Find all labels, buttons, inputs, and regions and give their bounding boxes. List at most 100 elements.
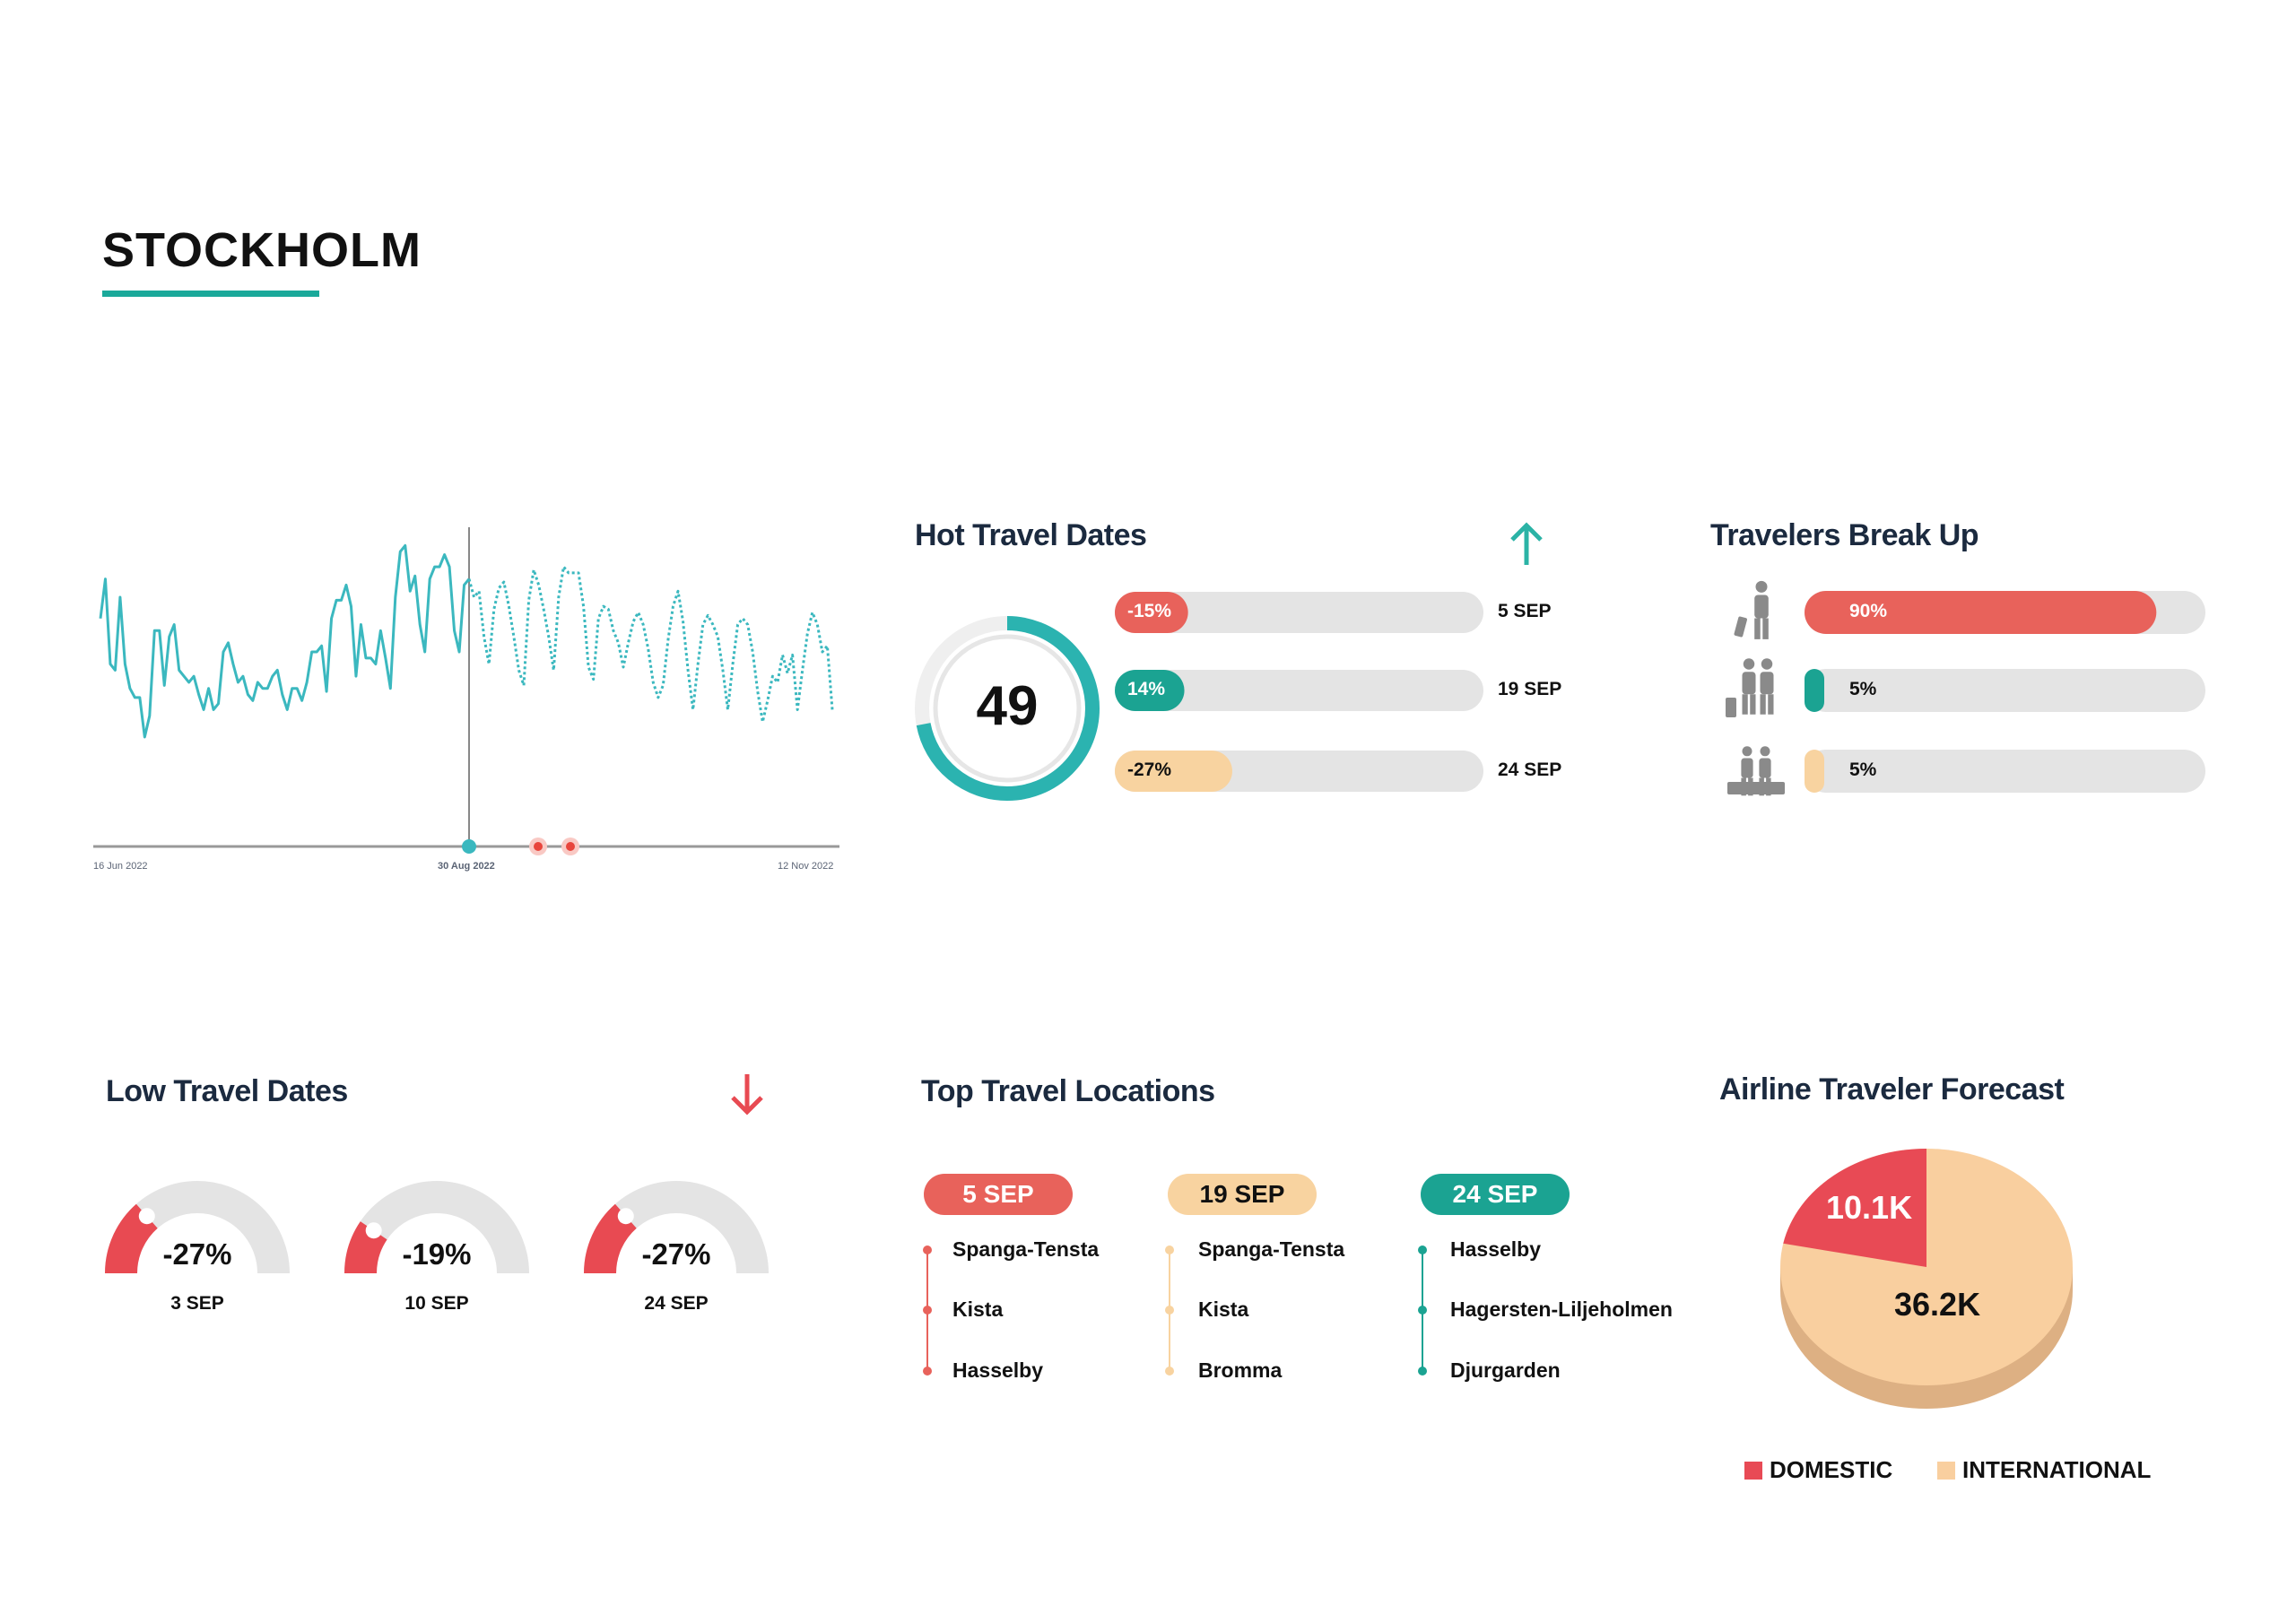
family-traveler-icon bbox=[1727, 782, 1785, 794]
gauge-date: 3 SEP bbox=[170, 1293, 224, 1314]
location-item: Bromma bbox=[1198, 1358, 1283, 1382]
gauge-date: 10 SEP bbox=[404, 1293, 469, 1314]
location-dot bbox=[1165, 1306, 1174, 1315]
suitcase bbox=[1726, 698, 1736, 717]
hot-bar-date: 24 SEP bbox=[1498, 759, 1562, 780]
gauge-knob bbox=[617, 1208, 634, 1225]
hot-bar-track bbox=[1115, 592, 1483, 633]
hot-bar-date: 19 SEP bbox=[1498, 679, 1562, 699]
title-underline bbox=[102, 291, 319, 297]
traveler-bar-track bbox=[1805, 750, 2205, 793]
person-head bbox=[1761, 658, 1773, 670]
legend-label-domestic: DOMESTIC bbox=[1770, 1456, 1893, 1483]
location-dot bbox=[1165, 1245, 1174, 1254]
person-head bbox=[1742, 746, 1752, 757]
pie-slice-domestic bbox=[1783, 1149, 1926, 1267]
travelers-break-up-title: Travelers Break Up bbox=[1710, 518, 1979, 552]
location-item: Kista bbox=[1198, 1298, 1249, 1321]
date-pill[interactable]: 5 SEP bbox=[924, 1174, 1073, 1215]
traveler-bar-fill bbox=[1805, 750, 1824, 793]
event-marker-dot bbox=[534, 842, 543, 851]
hot-travel-dates-title: Hot Travel Dates bbox=[915, 518, 1147, 552]
x-tick-label-start: 16 Jun 2022 bbox=[93, 861, 148, 872]
location-dot bbox=[1418, 1245, 1427, 1254]
forecast-series-line bbox=[467, 565, 834, 724]
traveler-bar-percent: 90% bbox=[1849, 601, 1888, 621]
person-figure bbox=[1760, 658, 1774, 715]
gauge-date: 24 SEP bbox=[644, 1293, 709, 1314]
ring-progress bbox=[915, 616, 1100, 801]
traveler-bar-fill bbox=[1805, 669, 1824, 712]
arrow-up-icon bbox=[1510, 522, 1543, 565]
hot-bar-percent: 14% bbox=[1127, 679, 1166, 699]
page-title: STOCKHOLM bbox=[102, 223, 422, 277]
date-pill[interactable]: 24 SEP bbox=[1421, 1174, 1570, 1215]
arrow-down-icon bbox=[731, 1074, 763, 1115]
hot-bar-fill bbox=[1115, 592, 1188, 633]
pie-label-international: 36.2K bbox=[1894, 1286, 1981, 1323]
person-body bbox=[1760, 672, 1774, 695]
location-item: Spanga-Tensta bbox=[952, 1237, 1100, 1261]
person-leg bbox=[1759, 777, 1764, 796]
ring-inner bbox=[933, 634, 1082, 783]
gauge-percent: -27% bbox=[641, 1237, 711, 1271]
hot-bar-date: 5 SEP bbox=[1498, 601, 1552, 621]
traveler-bar-percent: 5% bbox=[1849, 759, 1877, 780]
location-dot bbox=[1418, 1367, 1427, 1376]
traveler-bar-track bbox=[1805, 669, 2205, 712]
person-body bbox=[1759, 758, 1771, 778]
x-tick-label-split: 30 Aug 2022 bbox=[438, 861, 495, 872]
hot-bar-percent: -15% bbox=[1127, 601, 1172, 621]
location-dot bbox=[923, 1367, 932, 1376]
person-head bbox=[1760, 746, 1770, 757]
hot-bar-fill bbox=[1115, 670, 1185, 711]
location-dot bbox=[923, 1245, 932, 1254]
hot-bar-track bbox=[1115, 670, 1483, 711]
location-item: Spanga-Tensta bbox=[1198, 1237, 1345, 1261]
location-dot bbox=[1165, 1367, 1174, 1376]
couple-traveler-icon bbox=[1726, 698, 1736, 717]
top-travel-locations-title: Top Travel Locations bbox=[921, 1074, 1215, 1108]
person-leg bbox=[1766, 777, 1771, 796]
person-leg bbox=[1741, 777, 1746, 796]
suitcase bbox=[1734, 616, 1747, 638]
person-figure bbox=[1741, 746, 1753, 796]
legend-label-international: INTERNATIONAL bbox=[1962, 1456, 2152, 1483]
person-head bbox=[1743, 658, 1755, 670]
person-body bbox=[1741, 758, 1753, 778]
luggage bbox=[1727, 782, 1785, 794]
date-pill[interactable]: 19 SEP bbox=[1168, 1174, 1317, 1215]
person-leg bbox=[1760, 694, 1766, 715]
person-figure bbox=[1759, 746, 1771, 796]
hot-dates-summary-value: 49 bbox=[976, 675, 1039, 737]
location-item: Hasselby bbox=[1450, 1237, 1542, 1261]
legend-swatch-domestic bbox=[1744, 1462, 1762, 1480]
location-item: Hagersten-Liljeholmen bbox=[1450, 1298, 1673, 1321]
actual-series-line bbox=[99, 543, 471, 739]
airline-forecast-title: Airline Traveler Forecast bbox=[1719, 1072, 2065, 1107]
hot-bar-percent: -27% bbox=[1127, 759, 1172, 780]
location-item: Kista bbox=[952, 1298, 1004, 1321]
person-body bbox=[1742, 672, 1756, 695]
person-leg bbox=[1748, 777, 1753, 796]
person-figure bbox=[1754, 580, 1769, 639]
gauge-knob bbox=[138, 1208, 155, 1225]
hot-bar-fill bbox=[1115, 751, 1232, 792]
gauge-knob bbox=[365, 1222, 382, 1239]
x-tick-label-end: 12 Nov 2022 bbox=[778, 861, 834, 872]
location-item: Djurgarden bbox=[1450, 1358, 1561, 1382]
solo-traveler-icon bbox=[1734, 616, 1747, 638]
legend-swatch-international bbox=[1937, 1462, 1955, 1480]
location-dot bbox=[923, 1306, 932, 1315]
person-leg bbox=[1754, 618, 1761, 639]
low-travel-dates-title: Low Travel Dates bbox=[106, 1074, 348, 1108]
traveler-bar-fill bbox=[1805, 591, 2157, 634]
pie-label-domestic: 10.1K bbox=[1826, 1189, 1913, 1226]
location-dot bbox=[1418, 1306, 1427, 1315]
person-leg bbox=[1742, 694, 1748, 715]
gauge-percent: -19% bbox=[402, 1237, 472, 1271]
today-marker-dot bbox=[462, 839, 476, 854]
person-leg bbox=[1750, 694, 1756, 715]
person-leg bbox=[1762, 618, 1769, 639]
gauge-percent: -27% bbox=[162, 1237, 232, 1271]
